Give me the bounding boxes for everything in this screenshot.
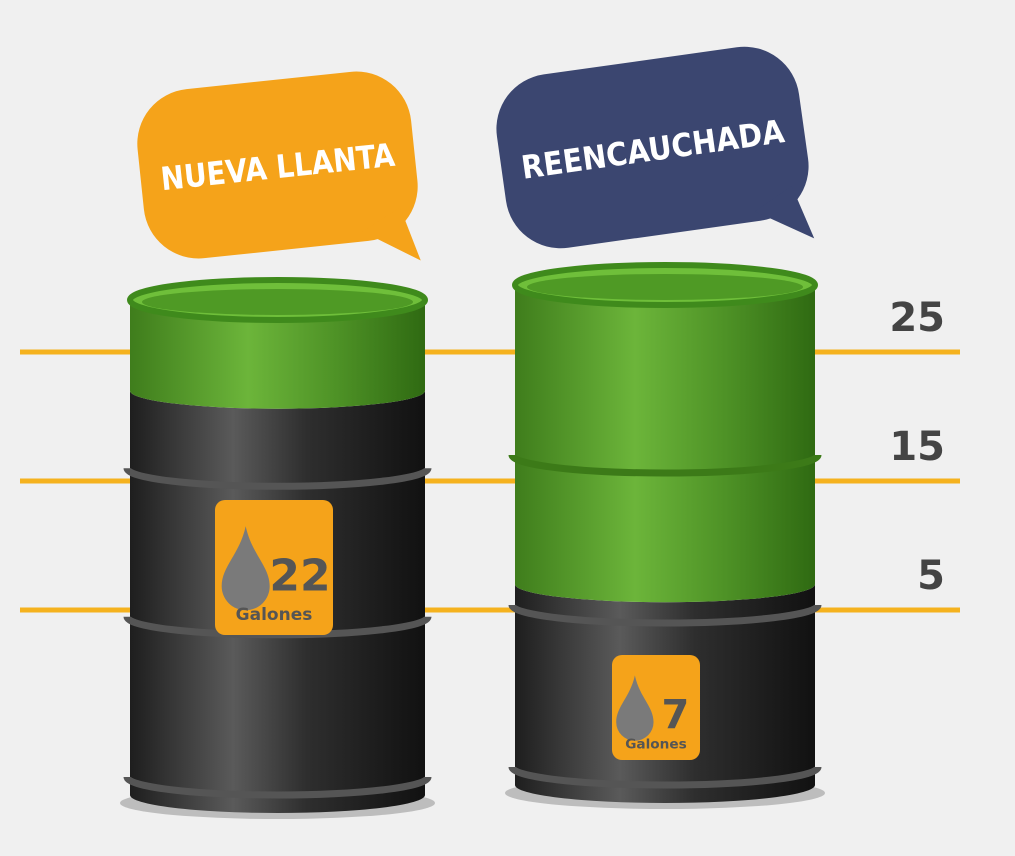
barrel-fill — [515, 285, 815, 602]
unit-label: Galones — [625, 736, 687, 752]
y-tick-label: 25 — [889, 295, 945, 341]
barrel-lid-inner — [527, 274, 803, 300]
y-tick-label: 15 — [889, 424, 945, 470]
page: NUEVA LLANTA22GalonesREENCAUCHADA7Galone… — [0, 0, 1015, 856]
y-tick-label: 5 — [917, 553, 945, 599]
unit-label: Galones — [236, 605, 313, 625]
value-label: 22 — [269, 550, 330, 601]
value-label: 7 — [661, 692, 689, 738]
chart: NUEVA LLANTA22GalonesREENCAUCHADA7Galone… — [0, 0, 1015, 852]
barrel-lid-inner — [142, 289, 413, 315]
